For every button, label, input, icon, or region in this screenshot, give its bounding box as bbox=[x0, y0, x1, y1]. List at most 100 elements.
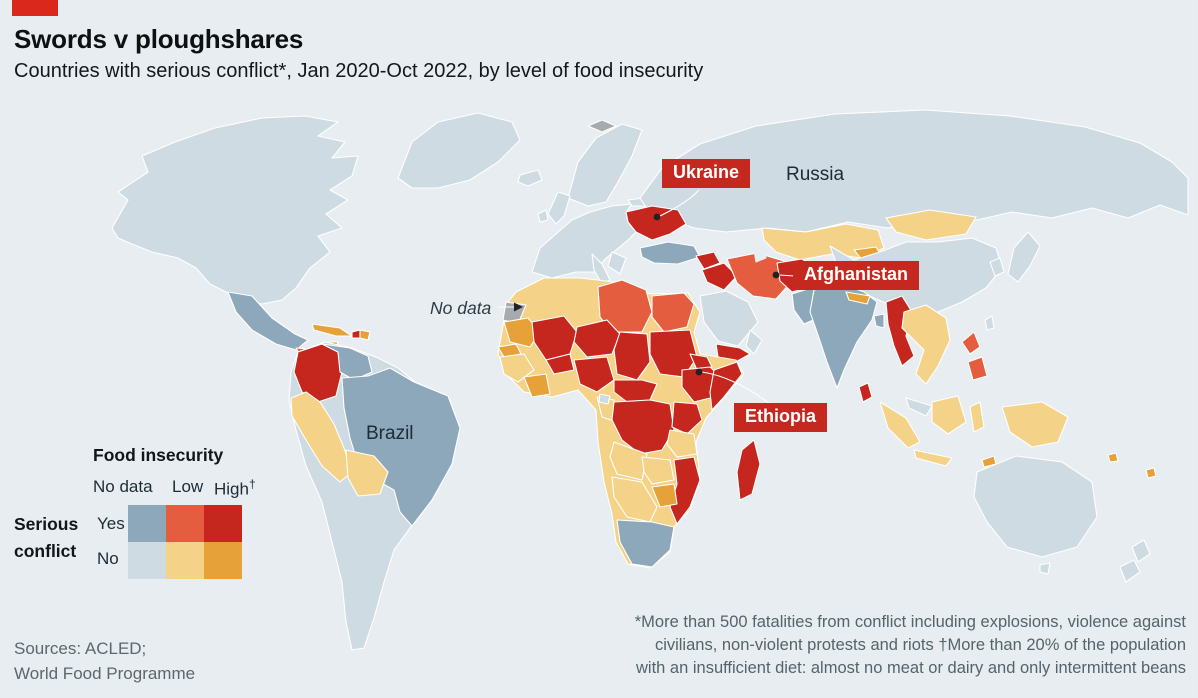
map-region-russia bbox=[639, 109, 1189, 233]
map-region-zimbabwe bbox=[651, 483, 678, 508]
map-region-newzealand-north bbox=[1131, 539, 1151, 563]
legend-row-group-line2: conflict bbox=[14, 541, 77, 561]
map-region-philippines-north bbox=[961, 331, 981, 355]
legend-dagger: † bbox=[248, 477, 256, 491]
map-region-oman bbox=[745, 329, 763, 355]
leader-arrow-nodata bbox=[514, 302, 523, 312]
map-region-somalia bbox=[709, 361, 743, 411]
legend-swatch-no-low bbox=[166, 542, 204, 579]
map-region-greenland bbox=[397, 112, 521, 189]
map-region-southafrica bbox=[616, 519, 675, 568]
leader-dot-afghanistan bbox=[772, 271, 780, 279]
legend-swatch-grid bbox=[128, 505, 242, 579]
map-region-drc bbox=[611, 399, 675, 455]
map-region-angola bbox=[609, 441, 648, 481]
leader-line-ethiopia bbox=[701, 371, 771, 405]
map-region-borneo bbox=[931, 395, 967, 435]
map-region-guinea bbox=[499, 353, 535, 383]
legend-swatch-no-high bbox=[204, 542, 242, 579]
map-region-nigeria bbox=[573, 356, 615, 393]
map-region-fiji bbox=[1145, 467, 1157, 479]
map-region-iceland bbox=[517, 169, 543, 187]
map-region-sulawesi bbox=[969, 401, 985, 433]
map-region-ukraine bbox=[625, 205, 687, 241]
footnote-line2: civilians, non-violent protests and riot… bbox=[654, 636, 1186, 654]
map-region-zambia bbox=[641, 456, 675, 485]
map-region-mozambique bbox=[669, 456, 701, 525]
leader-line-ukraine bbox=[659, 189, 700, 217]
page-title: Swords v ploughshares bbox=[14, 24, 304, 54]
map-region-north-america bbox=[111, 115, 359, 305]
map-region-eritrea bbox=[689, 353, 713, 371]
callout-ethiopia: Ethiopia bbox=[734, 403, 827, 432]
map-region-svalbard bbox=[587, 119, 617, 133]
callout-afghanistan: Afghanistan bbox=[793, 261, 920, 290]
map-region-newzealand-south bbox=[1119, 559, 1141, 583]
map-region-uganda-kenya bbox=[671, 401, 703, 435]
map-region-philippines-south bbox=[967, 356, 988, 381]
legend-title: Food insecurity bbox=[93, 445, 224, 465]
map-region-korea bbox=[989, 257, 1005, 277]
label-no-data: No data bbox=[430, 298, 492, 318]
map-region-sumatra bbox=[879, 401, 921, 449]
map-region-tanzania bbox=[666, 429, 698, 458]
map-region-syria bbox=[695, 251, 721, 270]
map-region-taiwan bbox=[984, 315, 995, 331]
callout-ukraine: Ukraine bbox=[662, 159, 751, 188]
legend-row-no: No bbox=[97, 549, 119, 568]
map-region-newguinea bbox=[1001, 401, 1069, 448]
map-region-saudi bbox=[699, 290, 759, 347]
map-region-dominican bbox=[359, 329, 371, 341]
map-region-mongolia bbox=[885, 209, 977, 241]
map-region-tasmania bbox=[1039, 562, 1051, 575]
sources-line2: World Food Programme bbox=[14, 664, 196, 683]
leader-line-afghanistan bbox=[778, 274, 796, 277]
map-region-australia bbox=[973, 455, 1098, 558]
map-region-bolivia bbox=[345, 449, 389, 497]
sources: Sources: ACLED; World Food Programme bbox=[14, 636, 195, 686]
legend-swatch-no-nodata bbox=[128, 542, 166, 579]
map-region-nepal bbox=[845, 291, 871, 305]
map-region-india bbox=[809, 283, 878, 389]
legend-swatch-yes-low bbox=[166, 505, 204, 542]
map-region-ireland bbox=[537, 209, 549, 223]
legend-column-no-data: No data bbox=[93, 477, 153, 496]
map-region-madagascar bbox=[736, 439, 761, 501]
map-region-java bbox=[913, 449, 953, 467]
legend-column-low: Low bbox=[172, 477, 204, 496]
map-region-mexico bbox=[227, 291, 309, 351]
map-region-cuba bbox=[311, 323, 353, 337]
legend-column-high-text: High bbox=[214, 479, 249, 499]
footnote-line1: *More than 500 fatalities from conflict … bbox=[634, 613, 1186, 631]
map-region-bangladesh bbox=[873, 313, 885, 329]
legend-swatch-yes-high bbox=[204, 505, 242, 542]
brand-tag bbox=[12, 0, 58, 16]
map-region-libya bbox=[597, 279, 653, 333]
sources-line1: Sources: ACLED; bbox=[14, 639, 147, 658]
map-region-egypt bbox=[651, 292, 695, 333]
map-region-eq-guinea bbox=[598, 393, 611, 405]
map-region-balkans bbox=[607, 251, 627, 275]
map-region-pacific-island-1 bbox=[1107, 452, 1119, 463]
map-region-iraq bbox=[701, 262, 738, 291]
map-region-haiti bbox=[351, 329, 361, 339]
leader-dot-ukraine bbox=[653, 213, 661, 221]
map-region-turkey bbox=[639, 241, 701, 265]
map-region-niger bbox=[573, 319, 621, 358]
map-region-scandinavia bbox=[567, 123, 643, 207]
map-region-uk bbox=[547, 191, 571, 225]
map-region-srilanka bbox=[858, 382, 873, 403]
legend-row-yes: Yes bbox=[97, 514, 125, 533]
legend-column-high: High† bbox=[214, 477, 256, 500]
map-caspian-sea bbox=[751, 235, 767, 263]
leader-dot-ethiopia bbox=[695, 368, 703, 376]
map-region-malaysia bbox=[905, 397, 933, 417]
label-brazil: Brazil bbox=[366, 423, 414, 444]
map-region-indochina bbox=[901, 304, 951, 385]
map-region-burkina bbox=[545, 353, 575, 375]
page-subtitle: Countries with serious conflict*, Jan 20… bbox=[14, 60, 704, 82]
footnote-line3: with an insufficient diet: almost no mea… bbox=[636, 659, 1186, 677]
label-russia: Russia bbox=[786, 164, 845, 185]
